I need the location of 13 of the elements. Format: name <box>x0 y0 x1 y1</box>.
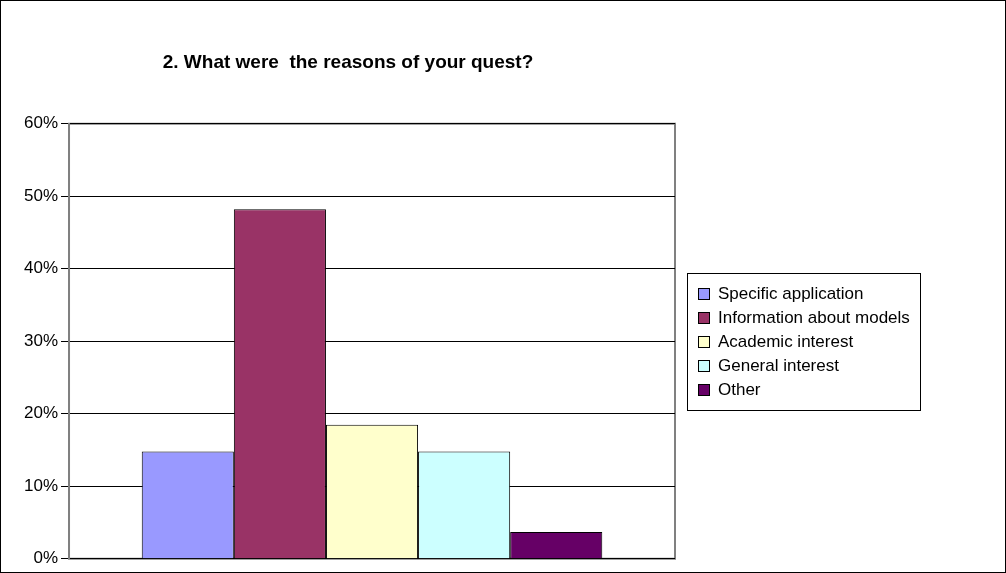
y-tick-label: 20% <box>23 403 59 423</box>
legend-label: Academic interest <box>718 332 854 353</box>
chart-title: 2. What were the reasons of your quest? <box>162 50 534 72</box>
y-tick-label: 30% <box>23 330 59 350</box>
legend-label: Information about models <box>718 308 910 329</box>
y-tick-label: 0% <box>33 548 59 568</box>
legend-label: Other <box>718 380 761 401</box>
legend-label: Specific application <box>718 284 864 305</box>
y-tick-label: 10% <box>23 475 59 495</box>
y-tick-label: 40% <box>23 258 59 278</box>
legend-label: General interest <box>718 356 839 377</box>
y-tick-label: 50% <box>23 185 59 205</box>
y-tick-label: 60% <box>23 113 59 133</box>
